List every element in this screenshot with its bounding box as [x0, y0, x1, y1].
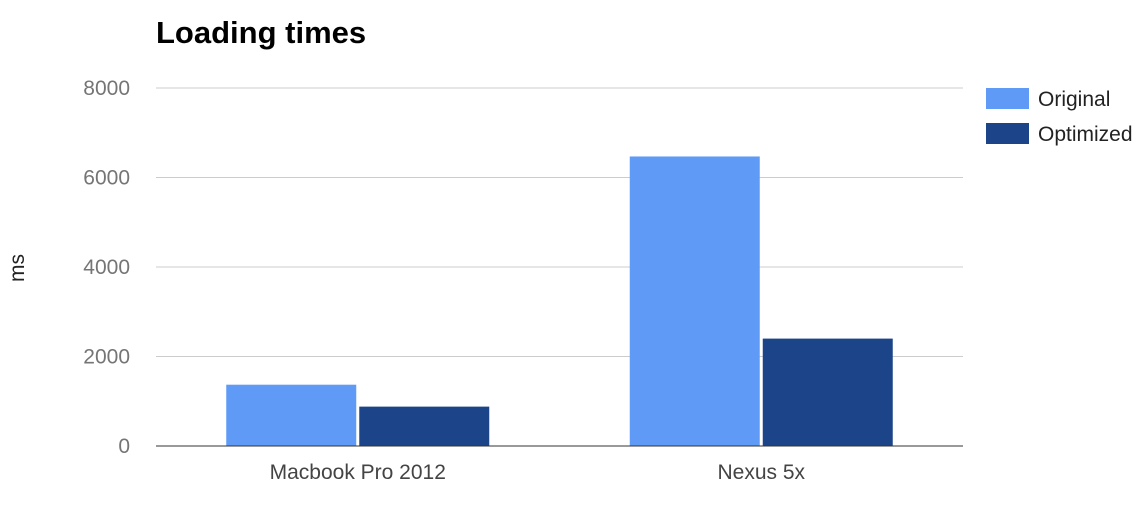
x-category-label: Macbook Pro 2012 — [270, 461, 446, 484]
y-axis-title: ms — [6, 254, 29, 282]
y-tick-label: 0 — [118, 435, 130, 458]
legend: Original Optimized — [986, 88, 1133, 146]
y-tick-label: 6000 — [83, 167, 130, 190]
y-tick-label: 4000 — [83, 256, 130, 279]
legend-swatch-optimized — [986, 123, 1029, 144]
legend-label-original: Original — [1038, 88, 1110, 111]
bar-original-1 — [226, 384, 357, 446]
chart-title: Loading times — [156, 15, 366, 50]
bars — [226, 156, 893, 446]
y-tick-label: 8000 — [83, 77, 130, 100]
x-axis-categories: Macbook Pro 2012 Nexus 5x — [270, 461, 806, 484]
bar-original-2 — [629, 156, 760, 446]
y-tick-label: 2000 — [83, 346, 130, 369]
legend-label-optimized: Optimized — [1038, 123, 1133, 146]
bar-optimized-2 — [762, 338, 893, 446]
legend-swatch-original — [986, 88, 1029, 109]
y-axis-ticks: 0 2000 4000 6000 8000 — [83, 77, 130, 458]
x-category-label: Nexus 5x — [717, 461, 805, 484]
gridlines — [156, 87, 963, 357]
bar-optimized-1 — [359, 406, 490, 446]
